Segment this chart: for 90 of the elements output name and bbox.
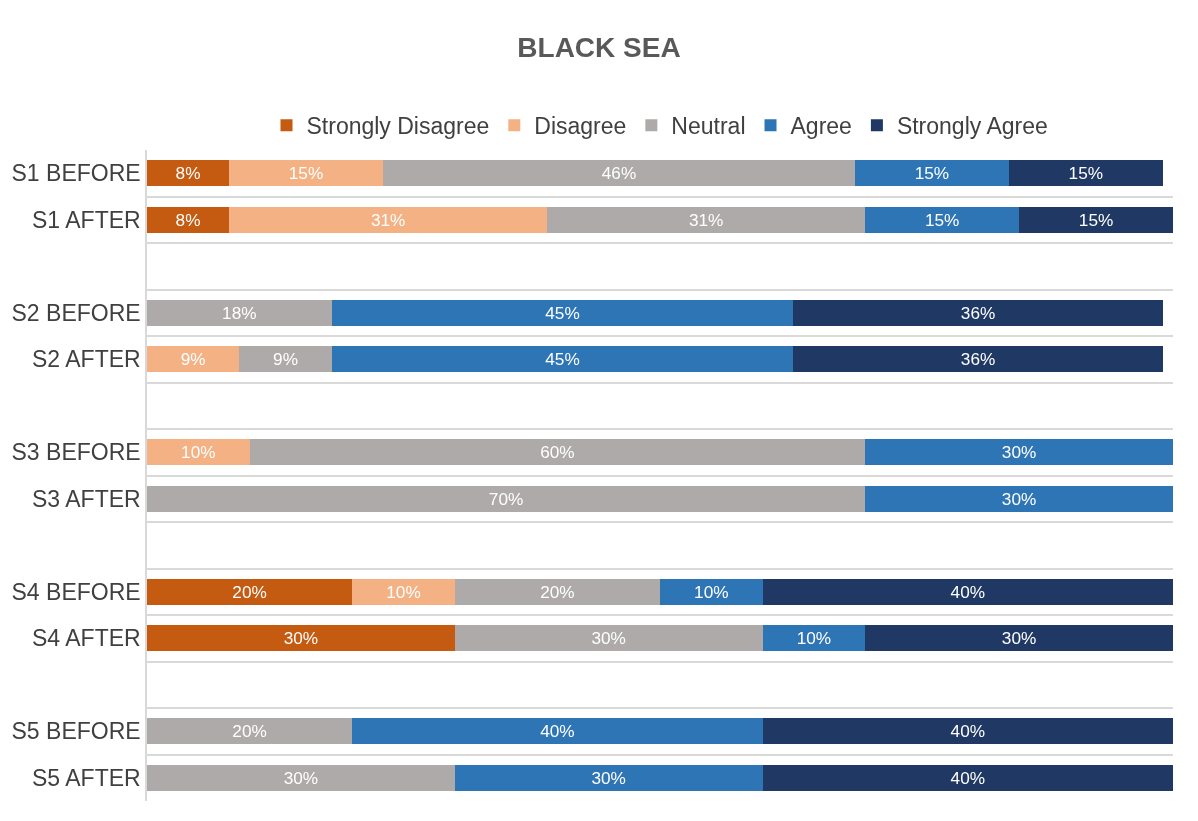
data-label: 20% bbox=[540, 581, 575, 602]
data-label: 8% bbox=[175, 209, 201, 230]
y-tick-label: S4 BEFORE bbox=[11, 578, 141, 605]
legend-label: Neutral bbox=[671, 113, 746, 140]
bar bbox=[147, 160, 230, 187]
bar bbox=[147, 299, 332, 326]
bar bbox=[147, 764, 455, 791]
data-label: 9% bbox=[180, 349, 206, 370]
bar bbox=[147, 206, 230, 233]
bar bbox=[660, 578, 763, 605]
bar bbox=[1008, 160, 1163, 187]
bar bbox=[762, 718, 1173, 745]
y-tick-label: S2 BEFORE bbox=[11, 299, 141, 326]
bar bbox=[147, 625, 455, 652]
bar bbox=[147, 578, 353, 605]
bar bbox=[762, 625, 866, 652]
bar bbox=[147, 346, 240, 373]
bar bbox=[793, 346, 1163, 373]
data-label: 30% bbox=[1001, 628, 1037, 649]
data-label: 20% bbox=[232, 581, 267, 602]
y-tick-label: S5 BEFORE bbox=[11, 718, 141, 745]
bar bbox=[229, 160, 383, 187]
bar bbox=[865, 485, 1173, 512]
bar bbox=[865, 625, 1173, 652]
data-label: 10% bbox=[386, 581, 421, 602]
bar bbox=[352, 718, 763, 745]
data-label: 40% bbox=[950, 721, 986, 742]
data-label: 40% bbox=[540, 721, 575, 742]
y-tick-label: S2 AFTER bbox=[31, 346, 141, 373]
data-label: 15% bbox=[914, 163, 950, 184]
data-label: 70% bbox=[488, 488, 524, 509]
bar bbox=[352, 578, 455, 605]
y-tick-label: S1 AFTER bbox=[31, 206, 141, 233]
data-label: 36% bbox=[960, 349, 996, 370]
data-label: 15% bbox=[1068, 163, 1104, 184]
data-label: 45% bbox=[545, 302, 580, 323]
y-tick-label: S3 AFTER bbox=[31, 485, 141, 512]
bar bbox=[793, 299, 1163, 326]
data-label: 30% bbox=[591, 628, 626, 649]
data-label: 10% bbox=[796, 628, 832, 649]
data-label: 15% bbox=[288, 163, 324, 184]
bar bbox=[547, 206, 866, 233]
y-tick-label: S4 AFTER bbox=[31, 625, 141, 652]
bar bbox=[331, 299, 794, 326]
data-label: 10% bbox=[181, 442, 216, 463]
chart-title: BLACK SEA bbox=[517, 31, 681, 63]
legend-label: Strongly Disagree bbox=[306, 113, 490, 140]
bar bbox=[147, 439, 250, 466]
data-label: 30% bbox=[283, 628, 319, 649]
bar bbox=[1019, 206, 1173, 233]
data-label: 31% bbox=[688, 209, 724, 230]
y-tick-label: S1 BEFORE bbox=[11, 160, 141, 187]
bar bbox=[229, 206, 548, 233]
data-label: 30% bbox=[1001, 442, 1037, 463]
legend-label: Strongly Agree bbox=[896, 113, 1048, 140]
data-label: 9% bbox=[273, 349, 298, 370]
bar bbox=[239, 346, 332, 373]
bar bbox=[454, 625, 763, 652]
data-label: 31% bbox=[370, 209, 406, 230]
bar bbox=[854, 160, 1009, 187]
bar bbox=[382, 160, 855, 187]
data-label: 36% bbox=[960, 302, 996, 323]
data-label: 45% bbox=[545, 349, 580, 370]
bar bbox=[147, 718, 353, 745]
data-label: 18% bbox=[222, 302, 257, 323]
bar bbox=[865, 439, 1173, 466]
data-label: 30% bbox=[591, 767, 626, 788]
data-label: 40% bbox=[950, 767, 986, 788]
data-label: 10% bbox=[694, 581, 729, 602]
data-label: 15% bbox=[1078, 209, 1114, 230]
y-tick-label: S3 BEFORE bbox=[11, 439, 141, 466]
bar bbox=[454, 764, 763, 791]
data-label: 46% bbox=[601, 163, 637, 184]
data-label: 30% bbox=[283, 767, 319, 788]
bar bbox=[249, 439, 866, 466]
bar bbox=[147, 485, 866, 512]
bar bbox=[865, 206, 1020, 233]
data-label: 30% bbox=[1001, 488, 1037, 509]
legend-label: Agree bbox=[790, 113, 852, 140]
data-label: 8% bbox=[175, 163, 201, 184]
bar bbox=[762, 764, 1173, 791]
bar bbox=[454, 578, 660, 605]
data-label: 15% bbox=[924, 209, 960, 230]
data-label: 40% bbox=[950, 581, 986, 602]
data-label: 60% bbox=[540, 442, 575, 463]
y-tick-label: S5 AFTER bbox=[31, 764, 141, 791]
data-label: 20% bbox=[232, 721, 267, 742]
bar bbox=[762, 578, 1173, 605]
legend-label: Disagree bbox=[534, 113, 627, 140]
bar bbox=[331, 346, 794, 373]
